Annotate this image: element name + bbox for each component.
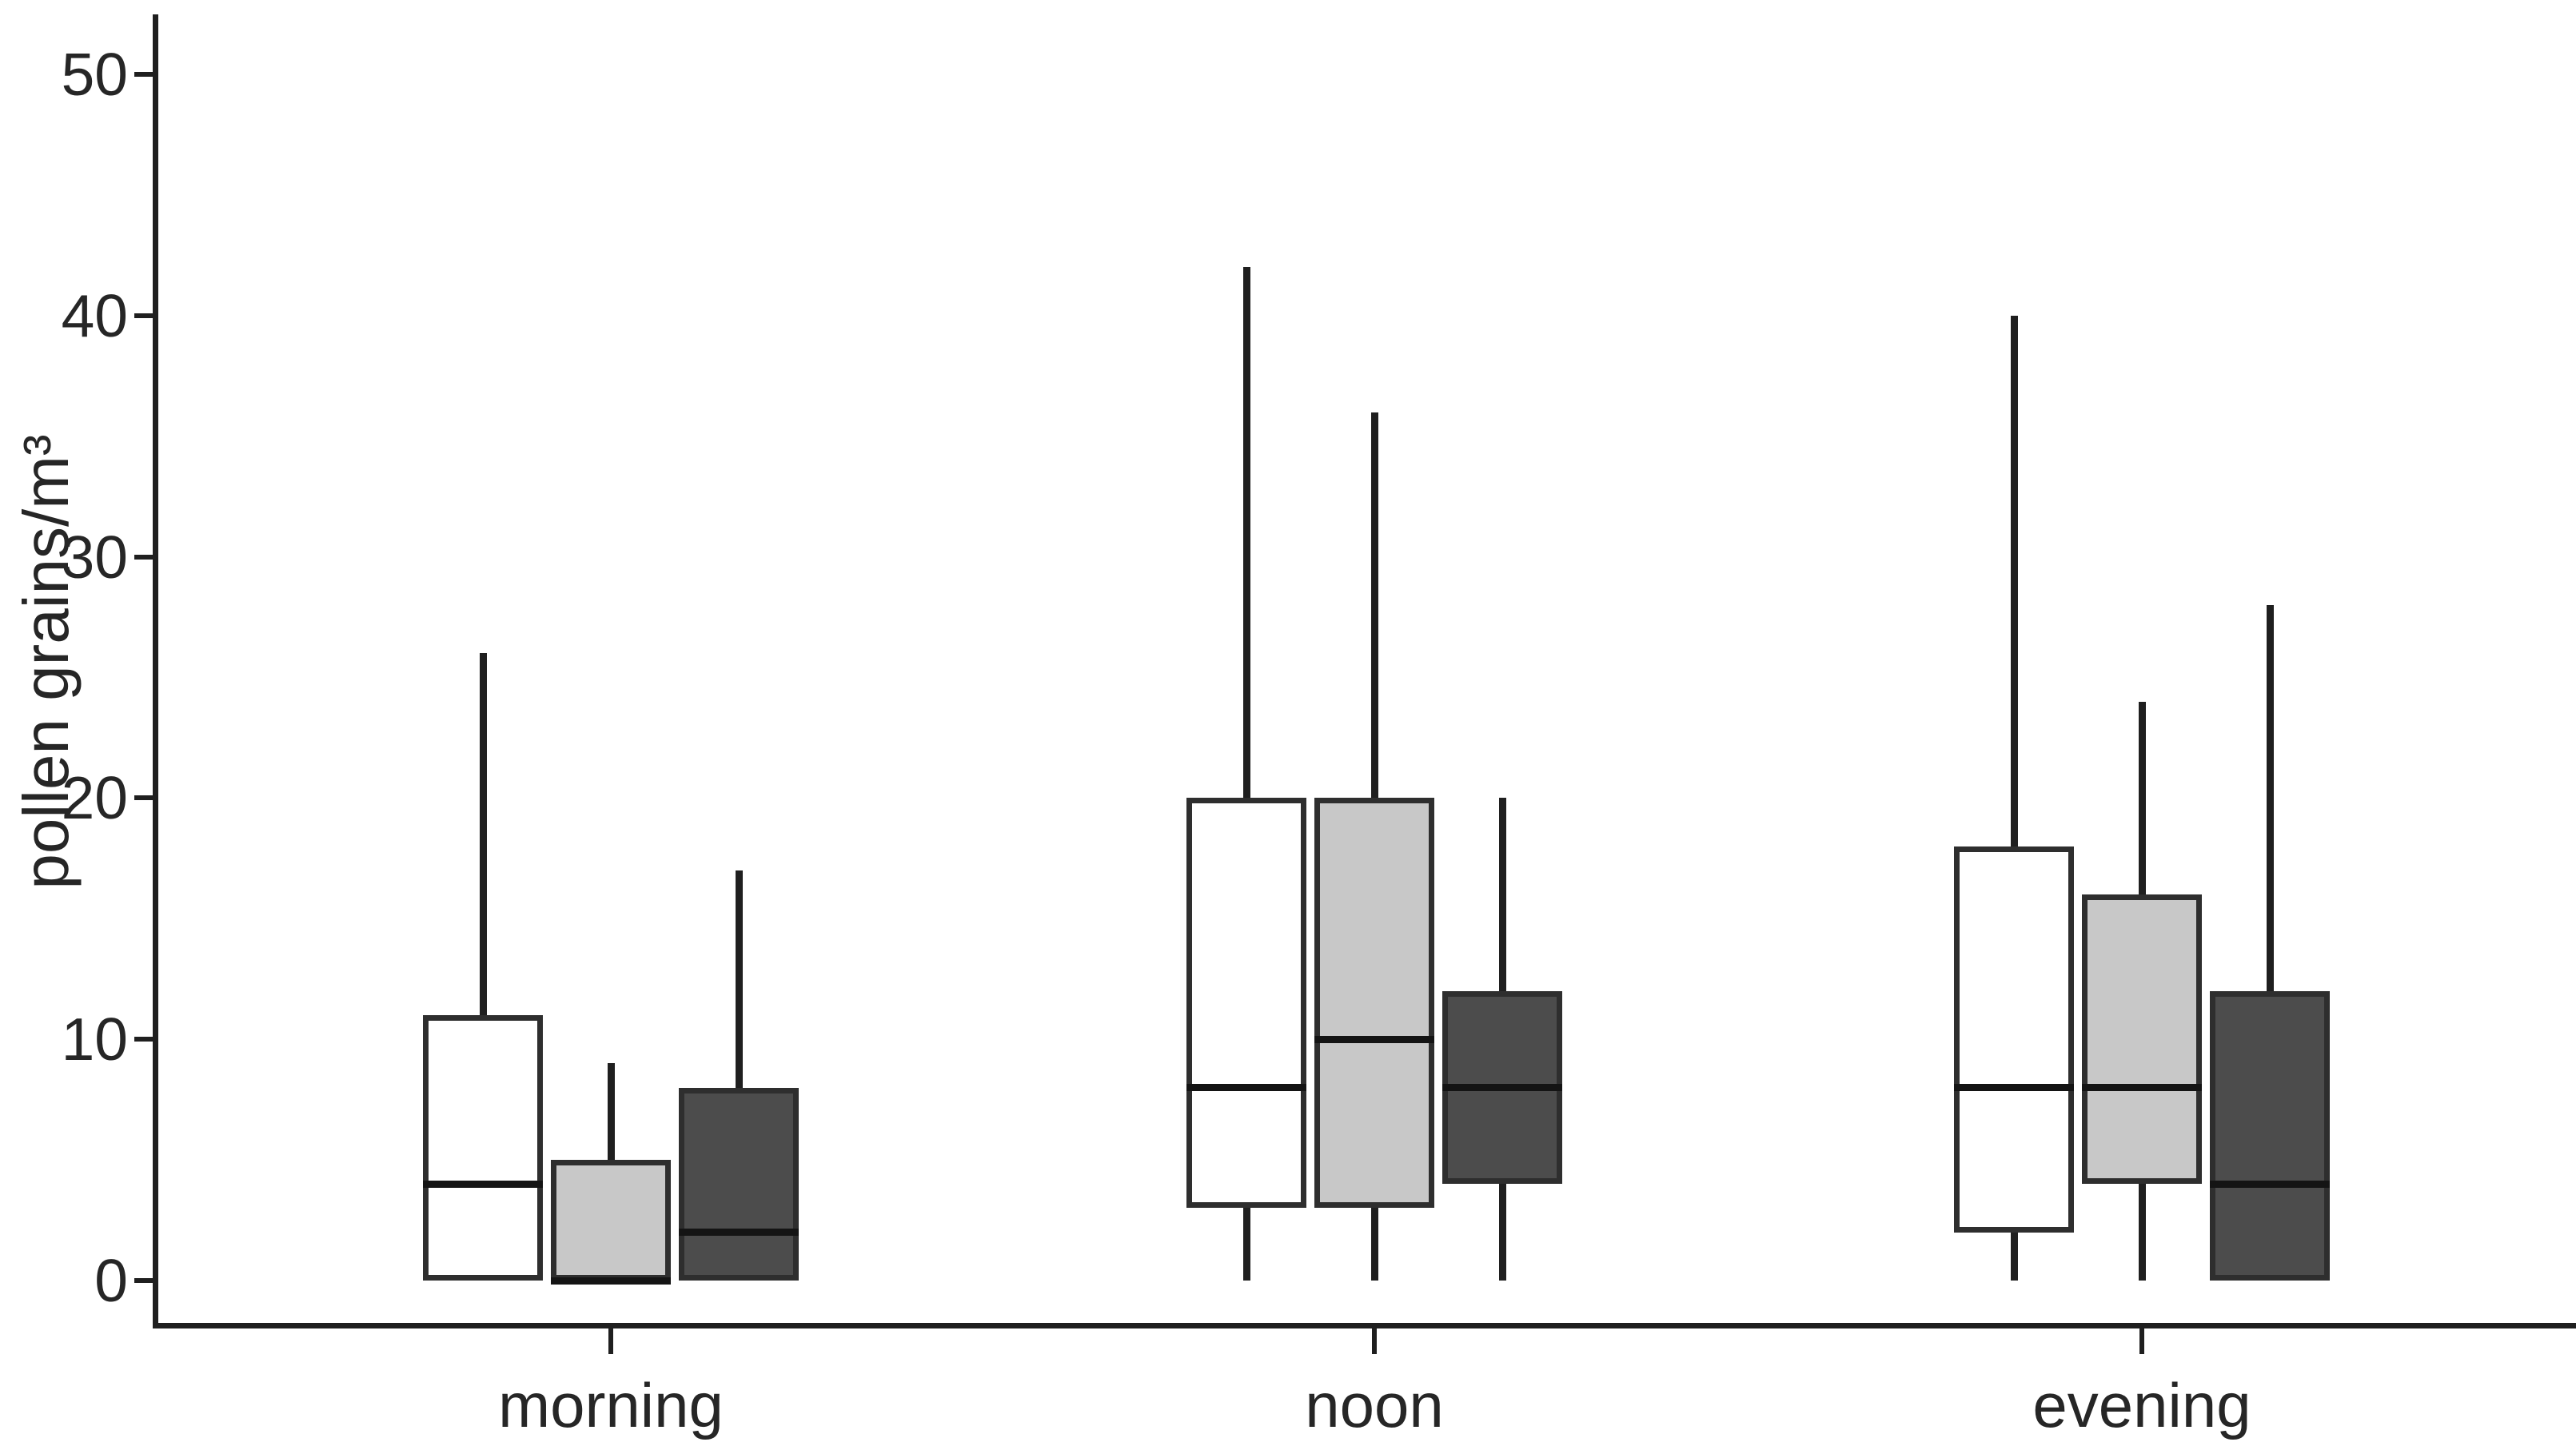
box-morning-light-gray — [551, 1160, 671, 1281]
whisker-upper-evening-dark-gray — [2266, 604, 2274, 991]
y-tick-mark — [134, 1278, 158, 1283]
whisker-upper-evening-light-gray — [2138, 701, 2146, 895]
median-morning-light-gray — [551, 1277, 671, 1285]
y-tick-mark — [134, 554, 158, 560]
y-tick-label: 20 — [61, 764, 128, 832]
whisker-upper-noon-white — [1242, 267, 1250, 799]
median-evening-white — [1954, 1084, 2074, 1092]
y-axis-line — [153, 14, 158, 1328]
median-evening-dark-gray — [2210, 1180, 2330, 1188]
whisker-lower-noon-white — [1242, 1208, 1250, 1281]
y-tick-label: 50 — [61, 41, 128, 108]
whisker-upper-noon-light-gray — [1370, 412, 1378, 799]
median-morning-dark-gray — [679, 1229, 799, 1237]
box-noon-light-gray — [1314, 798, 1434, 1209]
x-axis-line — [153, 1323, 2576, 1328]
whisker-upper-morning-white — [479, 653, 487, 1015]
whisker-lower-noon-light-gray — [1370, 1208, 1378, 1281]
y-tick-mark — [134, 72, 158, 77]
x-tick-mark — [2139, 1328, 2144, 1354]
median-evening-light-gray — [2082, 1084, 2202, 1092]
box-evening-light-gray — [2082, 894, 2202, 1185]
whisker-lower-noon-dark-gray — [1498, 1184, 1506, 1281]
y-tick-mark — [134, 313, 158, 318]
whisker-upper-morning-light-gray — [607, 1063, 615, 1161]
box-evening-white — [1954, 846, 2074, 1233]
y-tick-mark — [134, 1037, 158, 1042]
median-noon-white — [1186, 1084, 1306, 1092]
box-noon-white — [1186, 798, 1306, 1209]
box-morning-dark-gray — [679, 1087, 799, 1281]
median-noon-light-gray — [1314, 1035, 1434, 1043]
whisker-lower-evening-light-gray — [2138, 1184, 2146, 1281]
box-evening-dark-gray — [2210, 990, 2330, 1281]
median-noon-dark-gray — [1442, 1084, 1562, 1092]
x-tick-mark — [1372, 1328, 1377, 1354]
x-tick-label-noon: noon — [1305, 1370, 1444, 1440]
x-tick-label-evening: evening — [2032, 1370, 2251, 1440]
whisker-upper-morning-dark-gray — [735, 870, 743, 1088]
x-tick-mark — [608, 1328, 613, 1354]
whisker-upper-noon-dark-gray — [1498, 798, 1506, 991]
whisker-upper-evening-white — [2010, 315, 2018, 846]
x-tick-label-morning: morning — [498, 1370, 724, 1440]
box-morning-white — [423, 1015, 543, 1281]
median-morning-white — [423, 1180, 543, 1188]
whisker-lower-evening-white — [2010, 1232, 2018, 1281]
y-tick-label: 30 — [61, 523, 128, 591]
y-tick-label: 40 — [61, 281, 128, 349]
y-tick-label: 10 — [61, 1006, 128, 1074]
y-tick-mark — [134, 795, 158, 801]
y-tick-label: 0 — [94, 1247, 128, 1314]
